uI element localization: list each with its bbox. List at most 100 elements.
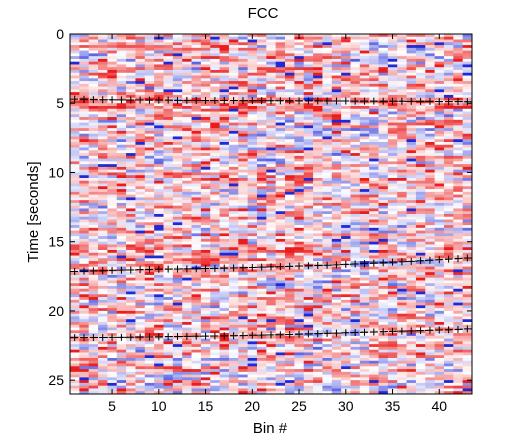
heatmap-cell bbox=[70, 189, 80, 192]
heatmap-cell bbox=[126, 136, 136, 139]
heatmap-cell bbox=[107, 197, 117, 200]
heatmap-cell bbox=[444, 253, 454, 256]
heatmap-cell bbox=[126, 148, 136, 151]
heatmap-cell bbox=[107, 244, 117, 247]
heatmap-cell bbox=[229, 45, 239, 48]
heatmap-cell bbox=[229, 51, 239, 54]
heatmap-cell bbox=[154, 64, 164, 67]
heatmap-cell bbox=[341, 206, 351, 209]
heatmap-cell bbox=[285, 283, 295, 286]
heatmap-cell bbox=[135, 217, 145, 220]
heatmap-cell bbox=[192, 73, 202, 76]
heatmap-cell bbox=[117, 145, 127, 148]
heatmap-cell bbox=[425, 244, 435, 247]
heatmap-cell bbox=[425, 347, 435, 350]
heatmap-cell bbox=[322, 250, 332, 253]
heatmap-cell bbox=[304, 150, 314, 153]
heatmap-cell bbox=[304, 48, 314, 51]
heatmap-cell bbox=[294, 70, 304, 73]
heatmap-cell bbox=[145, 289, 155, 292]
heatmap-cell bbox=[425, 89, 435, 92]
heatmap-cell bbox=[154, 145, 164, 148]
heatmap-cell bbox=[192, 347, 202, 350]
heatmap-cell bbox=[444, 120, 454, 123]
heatmap-cell bbox=[453, 244, 463, 247]
heatmap-cell bbox=[341, 217, 351, 220]
heatmap-cell bbox=[360, 161, 370, 164]
heatmap-cell bbox=[135, 114, 145, 117]
heatmap-cell bbox=[145, 128, 155, 131]
heatmap-cell bbox=[182, 203, 192, 206]
heatmap-cell bbox=[182, 347, 192, 350]
heatmap-cell bbox=[304, 275, 314, 278]
heatmap-cell bbox=[285, 159, 295, 162]
heatmap-cell bbox=[107, 314, 117, 317]
heatmap-cell bbox=[163, 206, 173, 209]
heatmap-cell bbox=[98, 233, 108, 236]
heatmap-cell bbox=[332, 242, 342, 245]
heatmap-cell bbox=[220, 45, 230, 48]
heatmap-cell bbox=[379, 192, 389, 195]
heatmap-cell bbox=[192, 242, 202, 245]
heatmap-cell bbox=[388, 228, 398, 231]
heatmap-cell bbox=[425, 128, 435, 131]
heatmap-cell bbox=[276, 286, 286, 289]
heatmap-cell bbox=[276, 178, 286, 181]
heatmap-cell bbox=[192, 214, 202, 217]
heatmap-cell bbox=[304, 316, 314, 319]
heatmap-cell bbox=[463, 231, 473, 234]
heatmap-cell bbox=[435, 192, 445, 195]
heatmap-cell bbox=[388, 125, 398, 128]
heatmap-cell bbox=[70, 112, 80, 115]
heatmap-cell bbox=[416, 289, 426, 292]
heatmap-cell bbox=[107, 350, 117, 353]
heatmap-cell bbox=[201, 178, 211, 181]
heatmap-cell bbox=[182, 292, 192, 295]
heatmap-cell bbox=[294, 228, 304, 231]
heatmap-cell bbox=[397, 189, 407, 192]
heatmap-cell bbox=[70, 142, 80, 145]
heatmap-cell bbox=[238, 178, 248, 181]
heatmap-cell bbox=[425, 178, 435, 181]
heatmap-cell bbox=[425, 344, 435, 347]
heatmap-cell bbox=[70, 211, 80, 214]
heatmap-cell bbox=[238, 175, 248, 178]
heatmap-cell bbox=[154, 286, 164, 289]
heatmap-cell bbox=[453, 136, 463, 139]
heatmap-cell bbox=[388, 78, 398, 81]
heatmap-cell bbox=[135, 125, 145, 128]
heatmap-cell bbox=[163, 114, 173, 117]
heatmap-cell bbox=[397, 347, 407, 350]
heatmap-cell bbox=[238, 211, 248, 214]
heatmap-cell bbox=[163, 76, 173, 79]
heatmap-cell bbox=[173, 211, 183, 214]
heatmap-cell bbox=[126, 192, 136, 195]
heatmap-cell bbox=[163, 161, 173, 164]
heatmap-cell bbox=[313, 303, 323, 306]
heatmap-cell bbox=[313, 350, 323, 353]
heatmap-cell bbox=[350, 305, 360, 308]
heatmap-cell bbox=[266, 211, 276, 214]
heatmap-cell bbox=[238, 242, 248, 245]
heatmap-cell bbox=[182, 283, 192, 286]
heatmap-cell bbox=[285, 347, 295, 350]
heatmap-cell bbox=[135, 89, 145, 92]
heatmap-cell bbox=[463, 211, 473, 214]
heatmap-cell bbox=[107, 142, 117, 145]
heatmap-cell bbox=[126, 64, 136, 67]
heatmap-cell bbox=[369, 45, 379, 48]
heatmap-cell bbox=[70, 48, 80, 51]
heatmap-cell bbox=[229, 64, 239, 67]
heatmap-cell bbox=[294, 131, 304, 134]
heatmap-cell bbox=[229, 184, 239, 187]
heatmap-cell bbox=[388, 73, 398, 76]
heatmap-cell bbox=[70, 89, 80, 92]
heatmap-cell bbox=[453, 73, 463, 76]
heatmap-cell bbox=[98, 117, 108, 120]
heatmap-cell bbox=[332, 139, 342, 142]
heatmap-cell bbox=[425, 297, 435, 300]
heatmap-cell bbox=[238, 292, 248, 295]
heatmap-cell bbox=[173, 236, 183, 239]
heatmap-cell bbox=[257, 167, 267, 170]
heatmap-cell bbox=[332, 67, 342, 70]
